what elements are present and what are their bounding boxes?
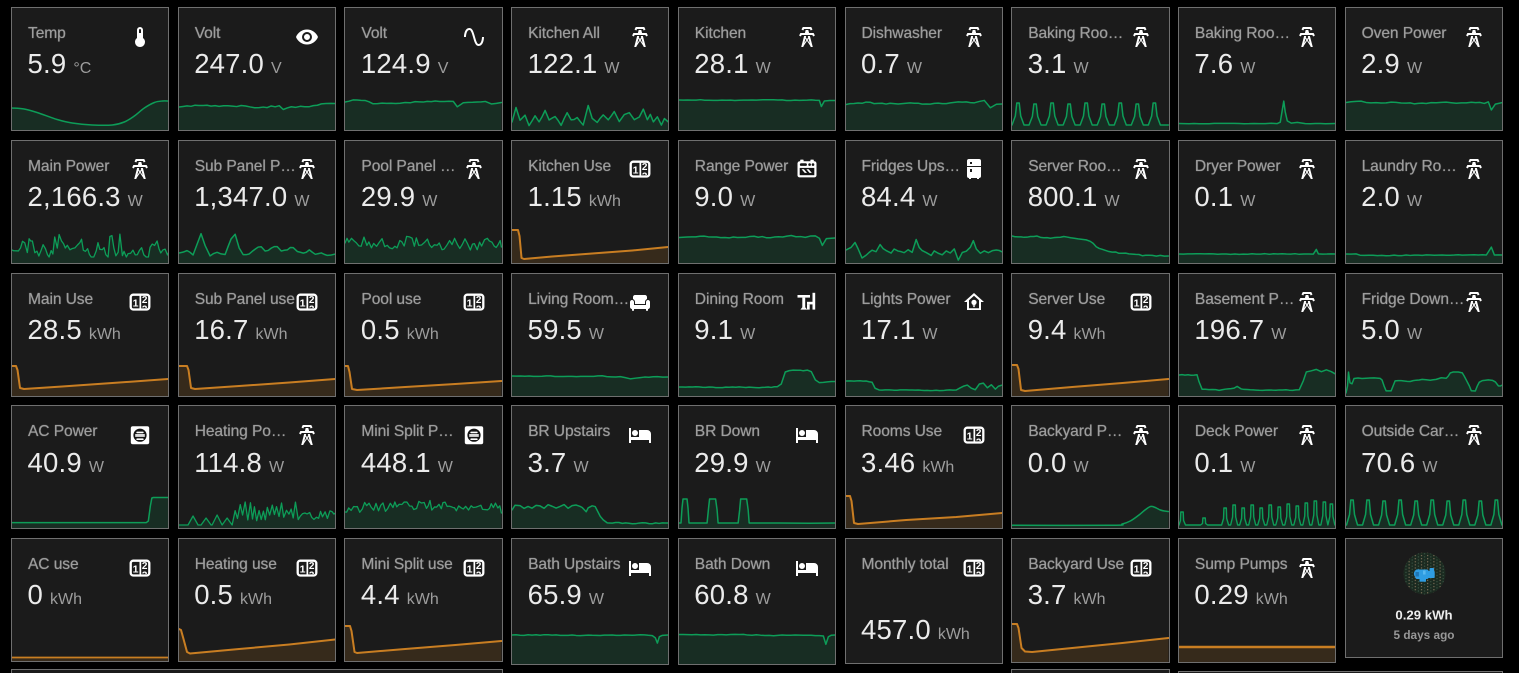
svg-text:3: 3 — [1142, 570, 1148, 579]
svg-text:2: 2 — [309, 295, 315, 306]
svg-text:2: 2 — [976, 428, 982, 439]
svg-text:1: 1 — [466, 563, 472, 575]
svg-text:2: 2 — [142, 295, 148, 306]
svg-text:2: 2 — [476, 561, 482, 572]
svg-text:3: 3 — [1142, 305, 1148, 314]
svg-text:1: 1 — [1133, 563, 1139, 575]
svg-text:2: 2 — [1142, 295, 1148, 306]
svg-text:2: 2 — [642, 162, 648, 173]
svg-text:2: 2 — [309, 561, 315, 572]
svg-text:3: 3 — [976, 437, 982, 446]
svg-text:1: 1 — [133, 563, 139, 575]
svg-text:3: 3 — [309, 305, 315, 314]
svg-text:2: 2 — [476, 295, 482, 306]
svg-text:1: 1 — [300, 563, 306, 575]
svg-text:3: 3 — [142, 570, 148, 579]
svg-text:1: 1 — [967, 430, 973, 442]
svg-text:0.29 kWh: 0.29 kWh — [1395, 608, 1452, 623]
svg-text:3: 3 — [476, 305, 482, 314]
svg-text:5 days ago: 5 days ago — [1393, 628, 1454, 642]
svg-text:2: 2 — [142, 561, 148, 572]
svg-text:1: 1 — [967, 563, 973, 575]
svg-text:3: 3 — [476, 570, 482, 579]
svg-text:2: 2 — [976, 561, 982, 572]
svg-text:2: 2 — [1142, 561, 1148, 572]
svg-text:3: 3 — [976, 570, 982, 579]
svg-text:1: 1 — [633, 165, 639, 177]
svg-text:3: 3 — [309, 570, 315, 579]
svg-text:3: 3 — [142, 305, 148, 314]
svg-text:3: 3 — [642, 172, 648, 181]
svg-text:1: 1 — [300, 297, 306, 309]
svg-text:1: 1 — [133, 297, 139, 309]
svg-text:1: 1 — [466, 297, 472, 309]
svg-text:1: 1 — [1133, 297, 1139, 309]
